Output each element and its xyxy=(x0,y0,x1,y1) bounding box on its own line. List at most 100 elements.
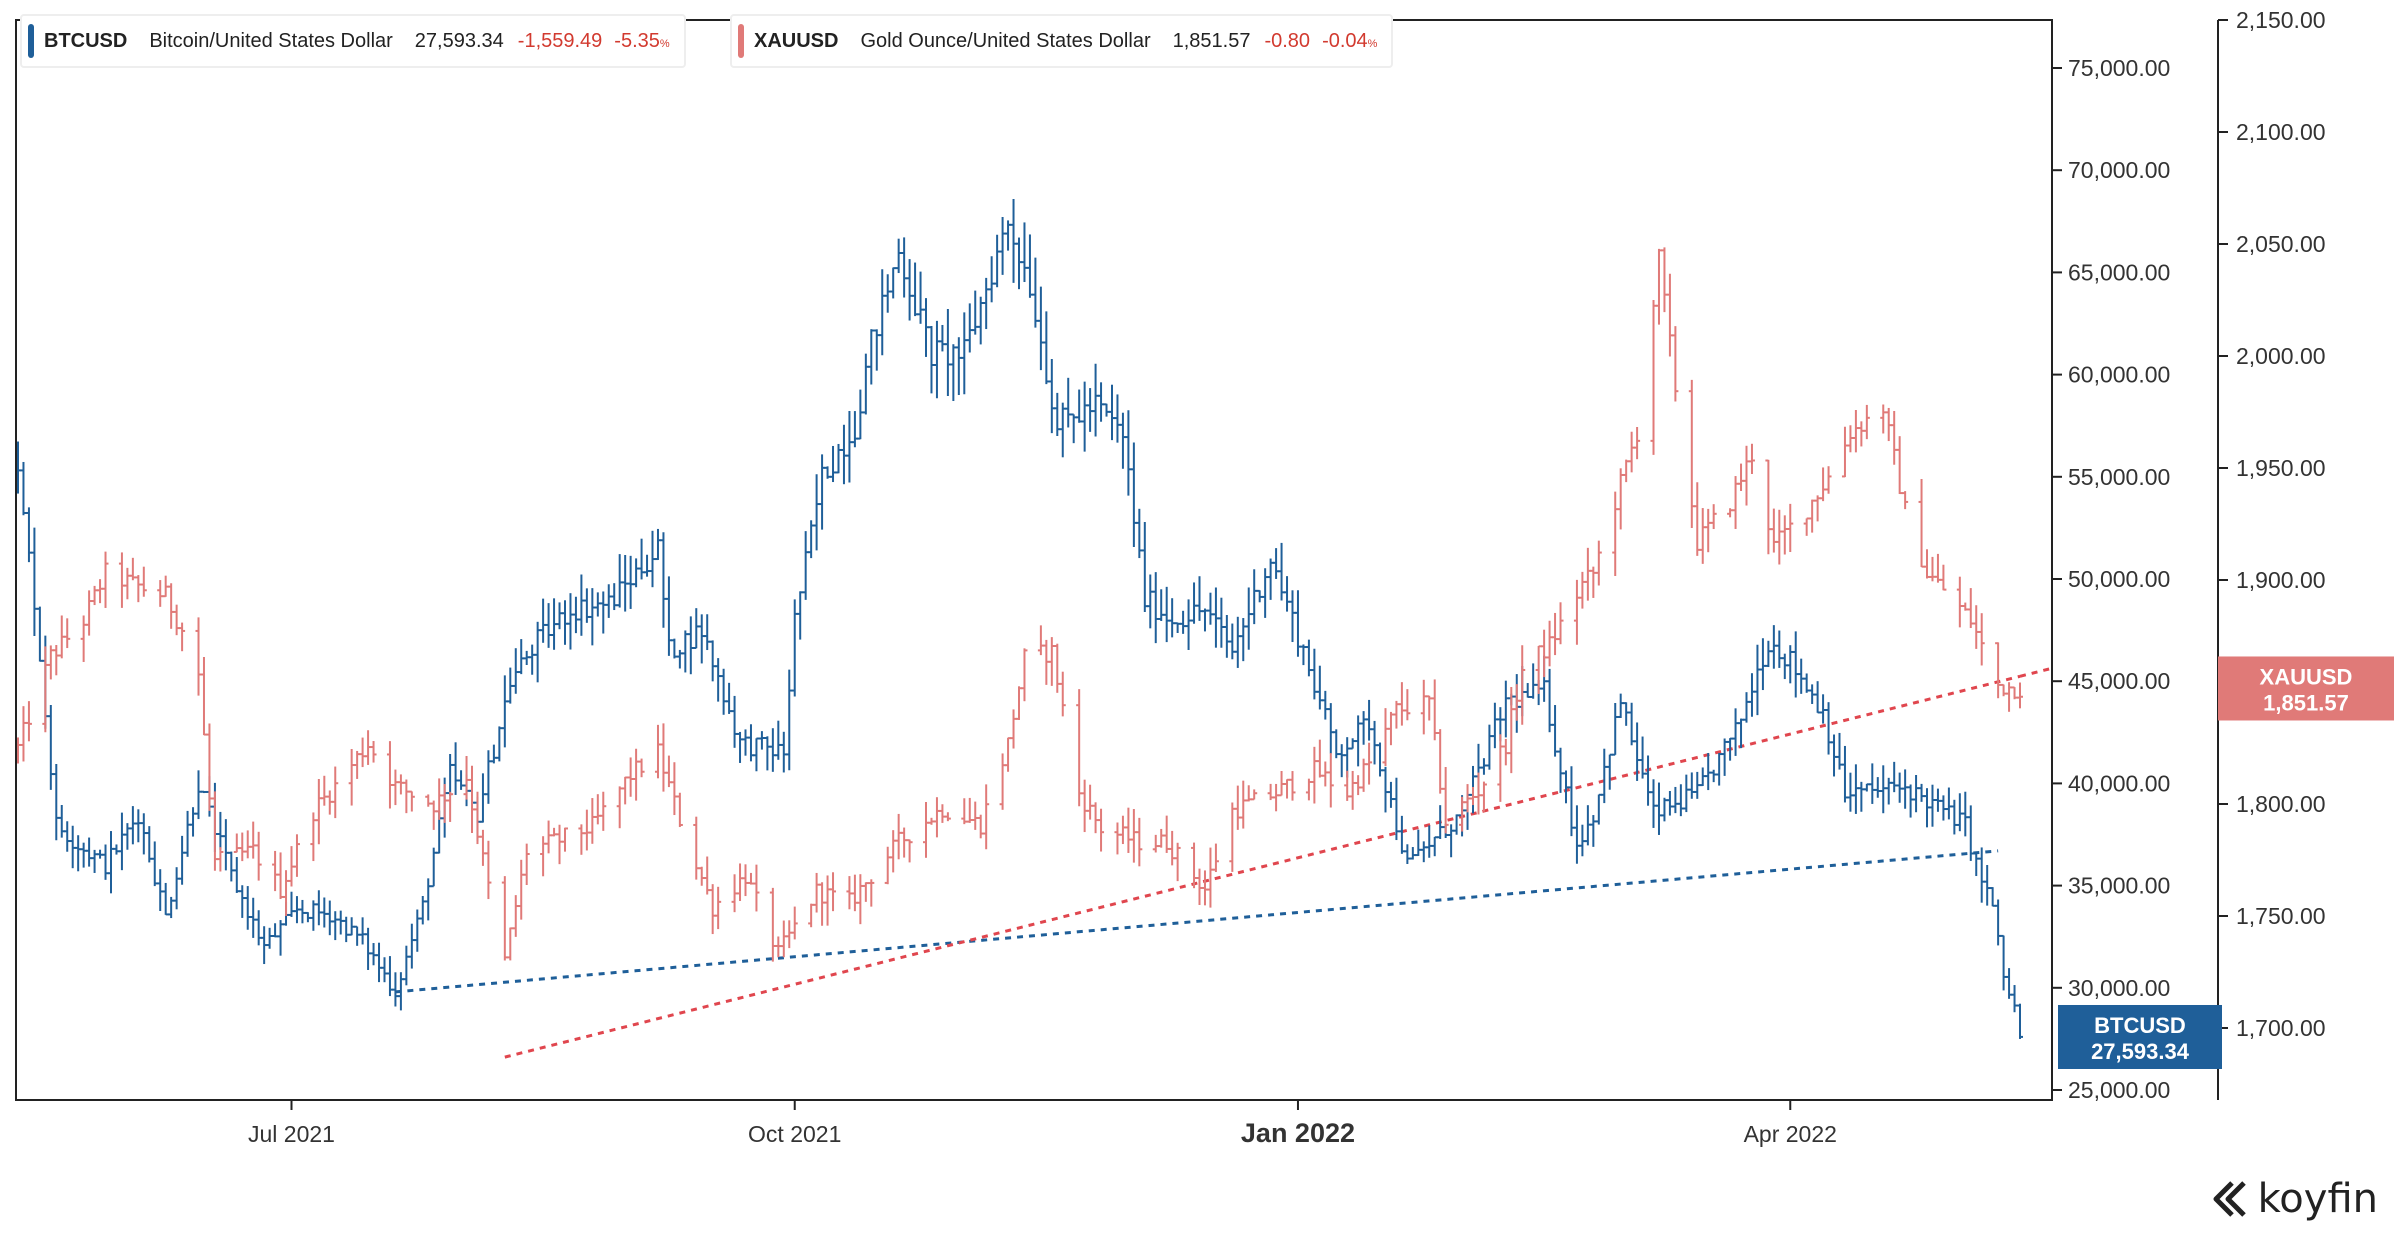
legend-gold[interactable]: XAUUSD Gold Ounce/United States Dollar 1… xyxy=(730,14,1394,68)
ohlc-bar xyxy=(310,812,317,862)
ohlc-bar xyxy=(1349,770,1356,810)
ohlc-bar xyxy=(1043,639,1050,685)
ohlc-bar xyxy=(742,729,749,756)
ohlc-bar xyxy=(386,956,393,997)
ohlc-bar xyxy=(217,811,224,850)
ohlc-bar xyxy=(1470,786,1477,806)
ohlc-bar xyxy=(660,532,667,628)
ohlc-bar xyxy=(408,923,415,969)
ohlc-bar xyxy=(1967,805,1974,861)
ohlc-bar xyxy=(698,614,705,664)
ohlc-bar xyxy=(1951,799,1958,835)
ohlc-bar xyxy=(425,794,432,807)
ohlc-bar xyxy=(1316,739,1323,778)
ohlc-bar xyxy=(474,791,481,845)
ohlc-bar xyxy=(36,606,43,662)
ohlc-bar xyxy=(321,775,328,806)
y-left-tick-label: 30,000.00 xyxy=(2068,975,2170,1001)
ohlc-bar xyxy=(895,238,902,274)
ohlc-bar xyxy=(1940,564,1947,591)
ohlc-bar xyxy=(846,410,853,483)
ohlc-bar xyxy=(1869,763,1876,804)
ohlc-bar xyxy=(200,657,207,736)
ohlc-bar xyxy=(1535,645,1542,694)
ohlc-bar xyxy=(1322,761,1329,787)
ohlc-bar xyxy=(928,326,935,394)
legend-btc[interactable]: BTCUSD Bitcoin/United States Dollar 27,5… xyxy=(20,14,686,68)
ohlc-bar xyxy=(1196,576,1203,621)
ohlc-bar xyxy=(1650,300,1657,455)
ohlc-bar xyxy=(1136,508,1143,559)
ohlc-bar xyxy=(862,882,869,902)
ohlc-bar xyxy=(1196,868,1203,905)
ohlc-bar xyxy=(1694,771,1701,799)
ohlc-bar xyxy=(2011,985,2018,1013)
ohlc-bar xyxy=(731,874,738,913)
y-left-tick-label: 55,000.00 xyxy=(2068,464,2170,490)
ohlc-bar xyxy=(551,598,558,650)
ohlc-bar xyxy=(1037,625,1044,656)
ohlc-bar xyxy=(1962,791,1969,837)
ohlc-bar xyxy=(1114,822,1121,855)
ohlc-bar xyxy=(1267,558,1274,600)
ohlc-bar xyxy=(633,748,640,801)
ohlc-bar xyxy=(835,443,842,474)
ohlc-bar xyxy=(1191,842,1198,889)
ohlc-bar xyxy=(939,804,946,823)
tag-background xyxy=(2058,1004,2222,1069)
ohlc-bar xyxy=(1738,718,1745,749)
ohlc-bar xyxy=(222,819,229,871)
ohlc-bar xyxy=(310,900,317,931)
ohlc-bar xyxy=(1054,392,1061,437)
y-left-tick-label: 50,000.00 xyxy=(2068,566,2170,592)
ohlc-bar xyxy=(1973,851,1980,877)
ohlc-bar xyxy=(1251,569,1258,625)
ohlc-bar xyxy=(244,886,251,930)
ohlc-bar xyxy=(80,842,87,868)
ohlc-bar xyxy=(534,621,541,683)
ohlc-bar xyxy=(660,723,667,792)
ohlc-bar xyxy=(1114,394,1121,443)
ohlc-bar xyxy=(129,557,136,581)
ohlc-bar xyxy=(545,820,552,854)
ohlc-bar xyxy=(622,776,629,805)
ohlc-bar xyxy=(851,411,858,448)
legend-price: 27,593.34 xyxy=(414,29,504,52)
ohlc-bar xyxy=(1814,495,1821,522)
ohlc-bar xyxy=(293,896,300,924)
ohlc-bar xyxy=(1902,491,1909,510)
ohlc-bar xyxy=(1480,758,1487,775)
ohlc-bar xyxy=(1940,795,1947,821)
ohlc-bar xyxy=(255,831,262,881)
ohlc-bar xyxy=(1661,247,1668,313)
ohlc-bar xyxy=(988,256,995,303)
ohlc-bar xyxy=(1628,702,1635,746)
ohlc-bar xyxy=(1229,623,1236,660)
ohlc-bar xyxy=(737,863,744,901)
ohlc-bar xyxy=(983,784,990,850)
ohlc-bar xyxy=(1163,586,1170,643)
ohlc-bar xyxy=(1989,887,1996,907)
ohlc-bar xyxy=(1617,693,1624,719)
tag-price: 1,851.57 xyxy=(2263,690,2349,715)
ohlc-bar xyxy=(190,807,197,837)
ohlc-bar xyxy=(102,844,109,880)
ohlc-bar xyxy=(1398,815,1405,854)
ohlc-bar xyxy=(1628,431,1635,473)
ohlc-bar xyxy=(1918,479,1925,568)
ohlc-bar xyxy=(255,910,262,946)
ohlc-bar xyxy=(583,588,590,623)
ohlc-bar xyxy=(315,779,322,845)
ohlc-bar xyxy=(1174,622,1181,634)
legend-name: Gold Ounce/United States Dollar xyxy=(860,29,1151,52)
ohlc-bar xyxy=(217,847,224,872)
ohlc-bar xyxy=(31,527,38,637)
ohlc-bar xyxy=(616,786,623,829)
koyfin-logo: koyfin xyxy=(2208,1176,2378,1222)
trendline-xauusd xyxy=(504,674,2021,1059)
ohlc-bar xyxy=(1841,745,1848,803)
ohlc-bar xyxy=(1885,407,1892,442)
ohlc-bar xyxy=(1623,702,1630,726)
ohlc-bar xyxy=(458,770,465,790)
ohlc-bar xyxy=(1541,629,1548,678)
